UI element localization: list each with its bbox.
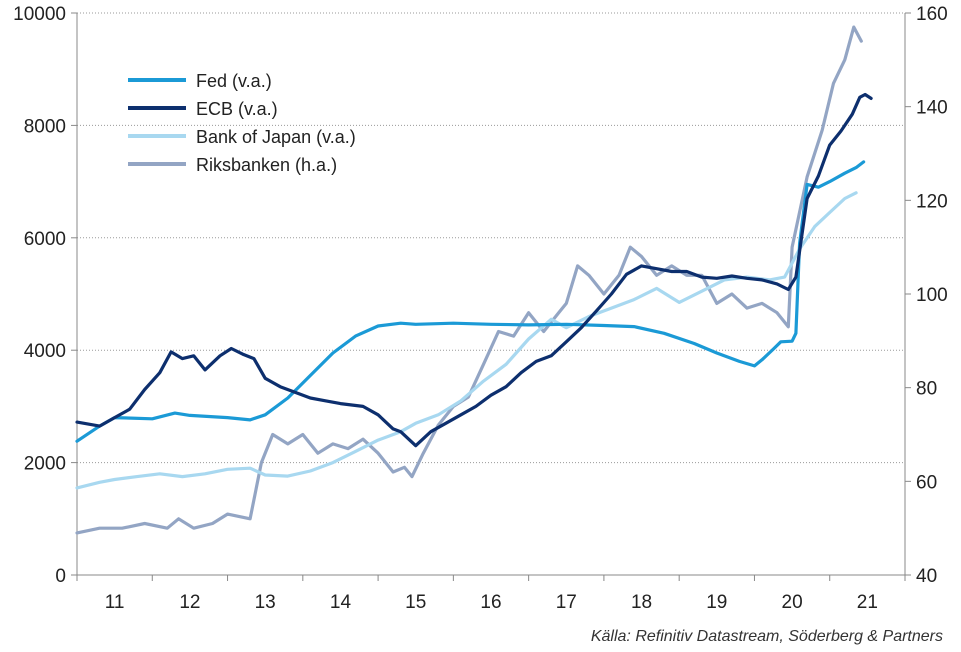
grid-lines (77, 12, 905, 464)
legend-label: Fed (v.a.) (196, 71, 272, 91)
x-tick-label: 20 (782, 592, 803, 613)
legend: Fed (v.a.) ECB (v.a.) Bank of Japan (v.a.)… (128, 71, 356, 175)
left-tick-label: 10000 (13, 4, 66, 25)
x-tick-label: 17 (556, 592, 577, 613)
series-line-1 (75, 92, 873, 448)
x-tick-label: 18 (631, 592, 652, 613)
left-axis-ticks: 0 2000 4000 6000 8000 10000 (13, 4, 77, 587)
legend-label: Bank of Japan (v.a.) (196, 127, 356, 147)
series-line-0 (75, 160, 866, 443)
right-tick-label: 140 (916, 98, 948, 119)
legend-label: Riksbanken (h.a.) (196, 155, 337, 175)
x-tick-label: 19 (706, 592, 727, 613)
left-tick-label: 4000 (24, 341, 66, 362)
series-line-3 (75, 25, 863, 535)
source-note: Källa: Refinitiv Datastream, Söderberg &… (590, 628, 943, 645)
right-tick-label: 120 (916, 191, 948, 212)
right-tick-label: 40 (916, 566, 937, 587)
legend-label: ECB (v.a.) (196, 99, 278, 119)
left-tick-label: 0 (55, 566, 66, 587)
axes (76, 13, 906, 576)
left-tick-label: 2000 (24, 454, 66, 475)
right-tick-label: 100 (916, 285, 948, 306)
x-tick-label: 13 (255, 592, 276, 613)
right-tick-label: 160 (916, 4, 948, 25)
left-tick-label: 6000 (24, 229, 66, 250)
x-tick-label: 21 (857, 592, 878, 613)
right-axis-ticks: 40 60 80 100 120 140 160 (905, 4, 948, 587)
x-tick-label: 11 (105, 592, 125, 613)
x-tick-label: 15 (405, 592, 426, 613)
series-line-2 (75, 191, 858, 490)
x-tick-label: 12 (179, 592, 200, 613)
x-tick-label: 16 (480, 592, 501, 613)
x-axis-ticks: 11 12 13 14 15 16 17 18 19 20 21 (76, 575, 906, 613)
right-tick-label: 60 (916, 472, 937, 493)
left-tick-label: 8000 (24, 116, 66, 137)
right-tick-label: 80 (916, 379, 937, 400)
series-lines (75, 25, 873, 535)
x-tick-label: 14 (330, 592, 352, 613)
